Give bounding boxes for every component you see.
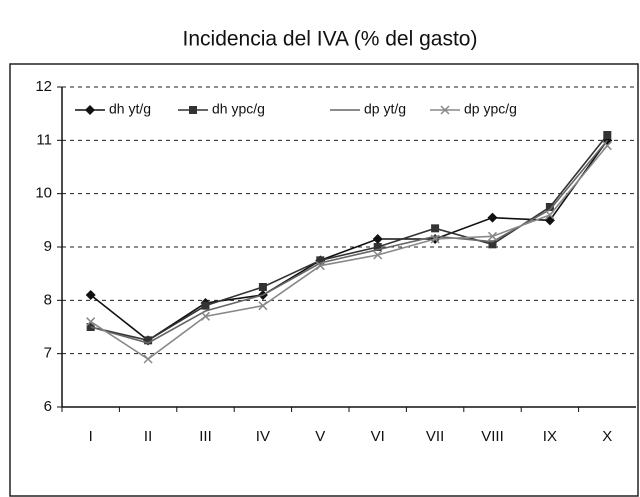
x-tick-label: III [199,428,212,445]
marker [315,261,325,271]
x-tick-label: IV [256,428,270,445]
marker [488,240,497,249]
marker [373,243,382,251]
x-tick-label: VII [426,428,444,445]
marker [258,283,267,291]
y-tick-label: 11 [36,131,52,148]
x-tick-label: I [89,428,93,445]
legend-label: dh ypc/g [212,101,265,117]
legend-label: dp ypc/g [464,101,517,117]
legend-label: dh yt/g [109,101,151,117]
marker [602,141,612,151]
marker [372,234,383,244]
marker [545,203,554,211]
marker [431,224,440,233]
y-tick-label: 12 [35,78,52,95]
chart-title: Incidencia del IVA (% del gasto) [183,28,478,51]
y-tick-label: 10 [35,185,52,202]
marker [189,106,197,114]
x-tick-label: VI [371,428,385,445]
chart-frame [9,63,639,497]
marker [545,210,555,220]
marker [430,234,440,244]
series-line [90,139,608,344]
marker [143,354,153,364]
marker [487,212,498,223]
y-tick-label: 8 [44,291,52,308]
marker [85,290,96,300]
x-tick-label: X [602,428,612,445]
series-line [90,145,608,360]
y-tick-label: 7 [44,345,52,362]
marker [258,301,268,311]
series-line [90,139,608,342]
marker [487,231,498,241]
marker [144,336,153,345]
marker [201,301,210,310]
x-tick-label: IX [543,428,557,445]
marker [603,131,612,139]
x-tick-label: V [315,428,325,445]
marker [316,256,325,265]
marker [200,311,211,321]
marker [373,250,383,260]
x-tick-label: II [144,428,152,445]
marker [440,105,450,115]
x-tick-label: VIII [481,428,504,445]
y-tick-label: 9 [44,238,52,255]
marker [85,105,95,115]
legend-label: dp yt/g [364,101,406,117]
y-tick-label: 6 [44,398,52,415]
marker [86,317,96,327]
series-line [90,134,608,342]
